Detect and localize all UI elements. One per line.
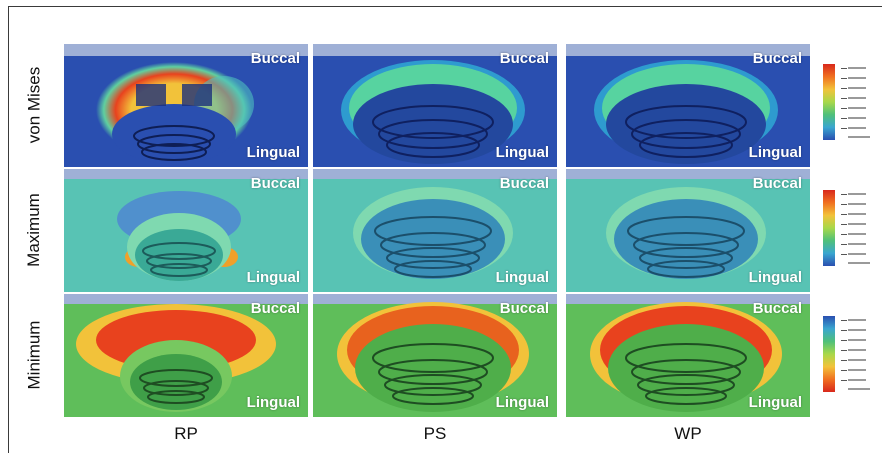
tag-buccal: Buccal bbox=[250, 175, 300, 192]
tag-buccal: Buccal bbox=[752, 50, 802, 67]
figure-frame bbox=[8, 6, 882, 453]
panel-minimum-rp: Buccal Lingual bbox=[64, 294, 308, 417]
tag-lingual: Lingual bbox=[246, 269, 300, 286]
panel-vonmises-rp: Buccal Lingual bbox=[64, 44, 308, 167]
tag-buccal: Buccal bbox=[250, 50, 300, 67]
color-scale-maximum bbox=[823, 190, 878, 266]
tag-lingual: Lingual bbox=[246, 394, 300, 411]
tag-lingual: Lingual bbox=[748, 394, 802, 411]
tag-buccal: Buccal bbox=[499, 175, 549, 192]
column-label-ps: PS bbox=[423, 424, 447, 443]
panel-maximum-ps: Buccal Lingual bbox=[313, 169, 557, 292]
color-scale-minimum bbox=[823, 316, 878, 392]
tag-buccal: Buccal bbox=[499, 300, 549, 317]
tag-lingual: Lingual bbox=[748, 144, 802, 161]
tag-lingual: Lingual bbox=[495, 269, 549, 286]
tag-buccal: Buccal bbox=[250, 300, 300, 317]
panel-vonmises-wp: Buccal Lingual bbox=[566, 44, 810, 167]
tag-lingual: Lingual bbox=[246, 144, 300, 161]
column-label-wp: WP bbox=[674, 424, 702, 443]
row-label-minimum: Minimum bbox=[24, 320, 44, 390]
panel-minimum-wp: Buccal Lingual bbox=[566, 294, 810, 417]
panel-minimum-ps: Buccal Lingual bbox=[313, 294, 557, 417]
row-label-von-mises: von Mises bbox=[24, 66, 43, 144]
tag-buccal: Buccal bbox=[752, 300, 802, 317]
panel-vonmises-ps: Buccal Lingual bbox=[313, 44, 557, 167]
column-label-rp: RP bbox=[174, 424, 198, 443]
row-label-maximum: Maximum bbox=[24, 193, 44, 267]
tag-buccal: Buccal bbox=[499, 50, 549, 67]
panel-maximum-wp: Buccal Lingual bbox=[566, 169, 810, 292]
tag-lingual: Lingual bbox=[495, 394, 549, 411]
tag-lingual: Lingual bbox=[495, 144, 549, 161]
panel-maximum-rp: Buccal Lingual bbox=[64, 169, 308, 292]
tag-lingual: Lingual bbox=[748, 269, 802, 286]
color-scale-von-mises bbox=[823, 64, 878, 140]
tag-buccal: Buccal bbox=[752, 175, 802, 192]
